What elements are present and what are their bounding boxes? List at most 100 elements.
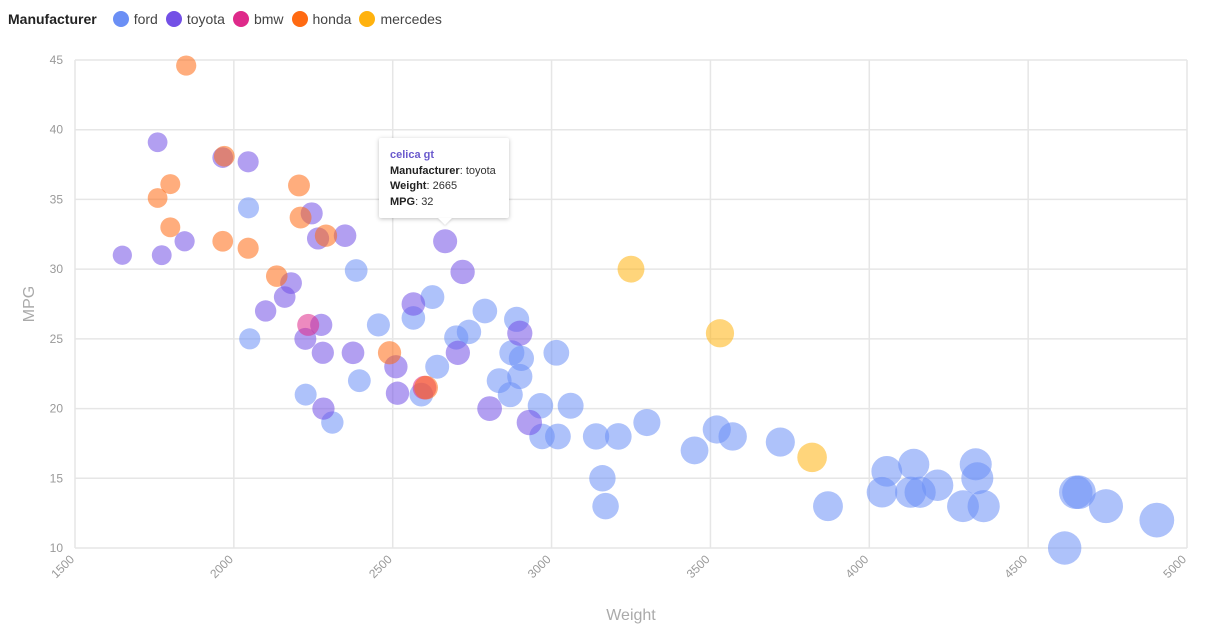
data-point-ford[interactable]: [718, 422, 747, 451]
tooltip-manufacturer-label: Manufacturer: [390, 164, 460, 177]
legend-swatch-ford: [112, 11, 129, 27]
data-point-honda[interactable]: [212, 230, 234, 252]
data-point-ford[interactable]: [239, 328, 261, 350]
y-tick-label: 45: [50, 53, 64, 67]
x-tick-label: 5000: [1160, 552, 1189, 581]
data-point-ford[interactable]: [425, 354, 450, 379]
data-point-honda[interactable]: [377, 341, 402, 365]
y-tick-label: 35: [50, 192, 64, 206]
data-point-ford[interactable]: [294, 383, 317, 406]
data-point-honda[interactable]: [160, 217, 181, 238]
data-point-ford[interactable]: [545, 423, 571, 450]
data-point-ford[interactable]: [420, 285, 445, 309]
legend-label-honda: honda: [312, 11, 352, 27]
legend-item-toyota[interactable]: toyota: [165, 11, 225, 27]
x-tick-label: 2000: [207, 552, 236, 581]
x-tick-label: 3500: [684, 552, 713, 581]
data-point-ford[interactable]: [1088, 489, 1123, 524]
data-point-toyota[interactable]: [385, 381, 410, 405]
data-point-ford[interactable]: [967, 490, 1000, 523]
data-point-ford[interactable]: [347, 369, 371, 393]
data-point-ford[interactable]: [237, 197, 260, 219]
data-point-ford[interactable]: [898, 448, 930, 480]
data-point-honda[interactable]: [213, 145, 235, 167]
tooltip-weight-label: Weight: [390, 180, 427, 192]
data-point-ford[interactable]: [813, 491, 843, 522]
data-point-honda[interactable]: [176, 55, 197, 76]
data-point-toyota[interactable]: [433, 229, 458, 254]
data-point-ford[interactable]: [1062, 475, 1096, 510]
legend-item-mercedes[interactable]: mercedes: [359, 11, 442, 27]
data-point-ford[interactable]: [765, 427, 795, 457]
data-point-ford[interactable]: [871, 455, 903, 487]
data-point-ford[interactable]: [508, 345, 535, 371]
data-point-ford[interactable]: [582, 423, 610, 450]
data-point-honda[interactable]: [265, 265, 288, 287]
data-point-ford[interactable]: [680, 436, 709, 465]
legend-swatch-mercedes: [359, 11, 376, 27]
y-tick-label: 20: [50, 402, 64, 416]
data-point-honda[interactable]: [288, 174, 310, 197]
x-axis-ticks: 1500 2000 2500 3000 3500 4000 4500 5000: [48, 552, 1189, 581]
data-point-honda[interactable]: [289, 206, 312, 229]
data-point-toyota[interactable]: [477, 396, 502, 421]
legend-label-toyota: toyota: [186, 11, 225, 27]
tooltip-arrow: [438, 218, 452, 225]
y-tick-label: 30: [50, 262, 64, 276]
data-point-honda[interactable]: [314, 224, 338, 247]
data-point-toyota[interactable]: [151, 245, 172, 266]
data-point-mercedes[interactable]: [797, 442, 827, 473]
data-point-ford[interactable]: [543, 339, 570, 366]
data-point-honda[interactable]: [237, 237, 259, 259]
x-tick-label: 1500: [48, 552, 77, 581]
y-tick-label: 10: [50, 541, 64, 555]
data-point-mercedes[interactable]: [705, 319, 735, 348]
data-point-toyota[interactable]: [507, 320, 533, 346]
data-point-honda[interactable]: [160, 174, 181, 195]
legend-label-mercedes: mercedes: [380, 11, 442, 27]
legend-item-bmw[interactable]: bmw: [232, 11, 284, 27]
data-point-toyota[interactable]: [312, 397, 335, 420]
data-point-ford[interactable]: [921, 469, 954, 502]
data-point-mercedes[interactable]: [617, 255, 645, 283]
data-point-toyota[interactable]: [516, 409, 543, 436]
data-point-toyota[interactable]: [112, 245, 132, 265]
data-point-ford[interactable]: [366, 313, 390, 337]
data-point-toyota[interactable]: [341, 341, 365, 365]
data-point-ford[interactable]: [589, 465, 616, 492]
data-point-toyota[interactable]: [254, 300, 277, 322]
data-point-toyota[interactable]: [333, 224, 357, 247]
legend-swatch-bmw: [232, 11, 249, 27]
data-point-bmw[interactable]: [297, 313, 320, 336]
data-point-ford[interactable]: [633, 408, 661, 437]
data-point-toyota[interactable]: [237, 151, 259, 173]
data-point-ford[interactable]: [456, 319, 482, 345]
data-point-ford[interactable]: [592, 492, 619, 520]
data-point-toyota[interactable]: [311, 341, 334, 364]
data-point-toyota[interactable]: [147, 132, 168, 153]
data-point-honda[interactable]: [147, 188, 168, 208]
data-point-ford[interactable]: [961, 462, 994, 495]
legend-item-honda[interactable]: honda: [291, 11, 352, 27]
data-point-toyota[interactable]: [401, 292, 426, 316]
legend: Manufacturer ford toyota bmw honda merce…: [8, 8, 450, 30]
data-point-honda[interactable]: [414, 375, 438, 400]
data-point-toyota[interactable]: [445, 340, 470, 365]
data-point-ford[interactable]: [604, 423, 632, 450]
data-point-ford[interactable]: [507, 363, 533, 390]
data-point-ford[interactable]: [1047, 531, 1082, 565]
data-point-ford[interactable]: [557, 392, 584, 419]
x-axis-title: Weight: [606, 607, 656, 624]
x-tick-label: 2500: [366, 552, 395, 581]
data-point-toyota[interactable]: [450, 259, 475, 285]
data-point-ford[interactable]: [344, 259, 368, 282]
x-tick-label: 4000: [843, 552, 872, 581]
data-point-ford[interactable]: [1139, 502, 1175, 538]
legend-item-ford[interactable]: ford: [112, 11, 158, 27]
y-axis-ticks: 10 15 20 25 30 35 40 45: [50, 53, 64, 555]
data-point-toyota[interactable]: [174, 231, 195, 252]
data-point-ford[interactable]: [472, 298, 498, 324]
x-tick-label: 3000: [525, 552, 554, 581]
data-points: [112, 55, 1175, 565]
